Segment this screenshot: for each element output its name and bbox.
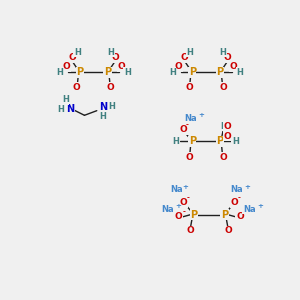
Text: O: O <box>185 83 193 92</box>
Text: Na: Na <box>230 185 242 194</box>
Text: O: O <box>219 153 227 162</box>
Text: O: O <box>185 153 193 162</box>
Text: H: H <box>169 68 176 77</box>
Text: P: P <box>216 67 224 77</box>
Text: -: - <box>187 195 190 201</box>
Text: H: H <box>62 95 69 104</box>
Text: +: + <box>244 184 250 190</box>
Text: Na: Na <box>161 205 174 214</box>
Text: +: + <box>257 203 263 209</box>
Text: H: H <box>74 48 81 57</box>
Text: O: O <box>181 53 188 62</box>
Text: N: N <box>67 104 75 114</box>
Text: +: + <box>182 184 188 190</box>
Text: O: O <box>180 198 188 207</box>
Text: -: - <box>238 195 241 201</box>
Text: O: O <box>219 83 227 92</box>
Text: H: H <box>232 137 239 146</box>
Text: +: + <box>198 112 204 118</box>
Text: P: P <box>76 67 83 77</box>
Text: H: H <box>109 102 116 111</box>
Text: O: O <box>236 212 244 221</box>
Text: H: H <box>57 105 64 114</box>
Text: Na: Na <box>243 205 256 214</box>
Text: -: - <box>244 208 247 214</box>
Text: H: H <box>220 48 226 57</box>
Text: O: O <box>224 122 232 130</box>
Text: O: O <box>111 53 119 62</box>
Text: O: O <box>175 62 182 71</box>
Text: P: P <box>216 136 224 146</box>
Text: O: O <box>62 62 70 71</box>
Text: O: O <box>225 226 232 235</box>
Text: P: P <box>189 136 196 146</box>
Text: O: O <box>224 132 232 141</box>
Text: -: - <box>186 122 189 128</box>
Text: H: H <box>220 122 227 130</box>
Text: P: P <box>190 210 197 220</box>
Text: P: P <box>221 210 228 220</box>
Text: O: O <box>68 53 76 62</box>
Text: -: - <box>182 208 185 214</box>
Text: O: O <box>175 212 182 221</box>
Text: O: O <box>118 62 125 71</box>
Text: P: P <box>189 67 196 77</box>
Text: O: O <box>186 226 194 235</box>
Text: O: O <box>224 53 232 62</box>
Text: P: P <box>104 67 111 77</box>
Text: Na: Na <box>184 114 197 123</box>
Text: H: H <box>124 68 131 77</box>
Text: H: H <box>56 68 63 77</box>
Text: H: H <box>237 68 243 77</box>
Text: H: H <box>100 112 106 121</box>
Text: H: H <box>107 48 114 57</box>
Text: Na: Na <box>170 185 182 194</box>
Text: +: + <box>175 203 181 209</box>
Text: H: H <box>187 48 194 57</box>
Text: O: O <box>230 62 238 71</box>
Text: N: N <box>99 102 107 112</box>
Text: O: O <box>107 83 115 92</box>
Text: O: O <box>231 198 239 207</box>
Text: H: H <box>172 137 179 146</box>
Text: O: O <box>73 83 81 92</box>
Text: O: O <box>179 125 187 134</box>
